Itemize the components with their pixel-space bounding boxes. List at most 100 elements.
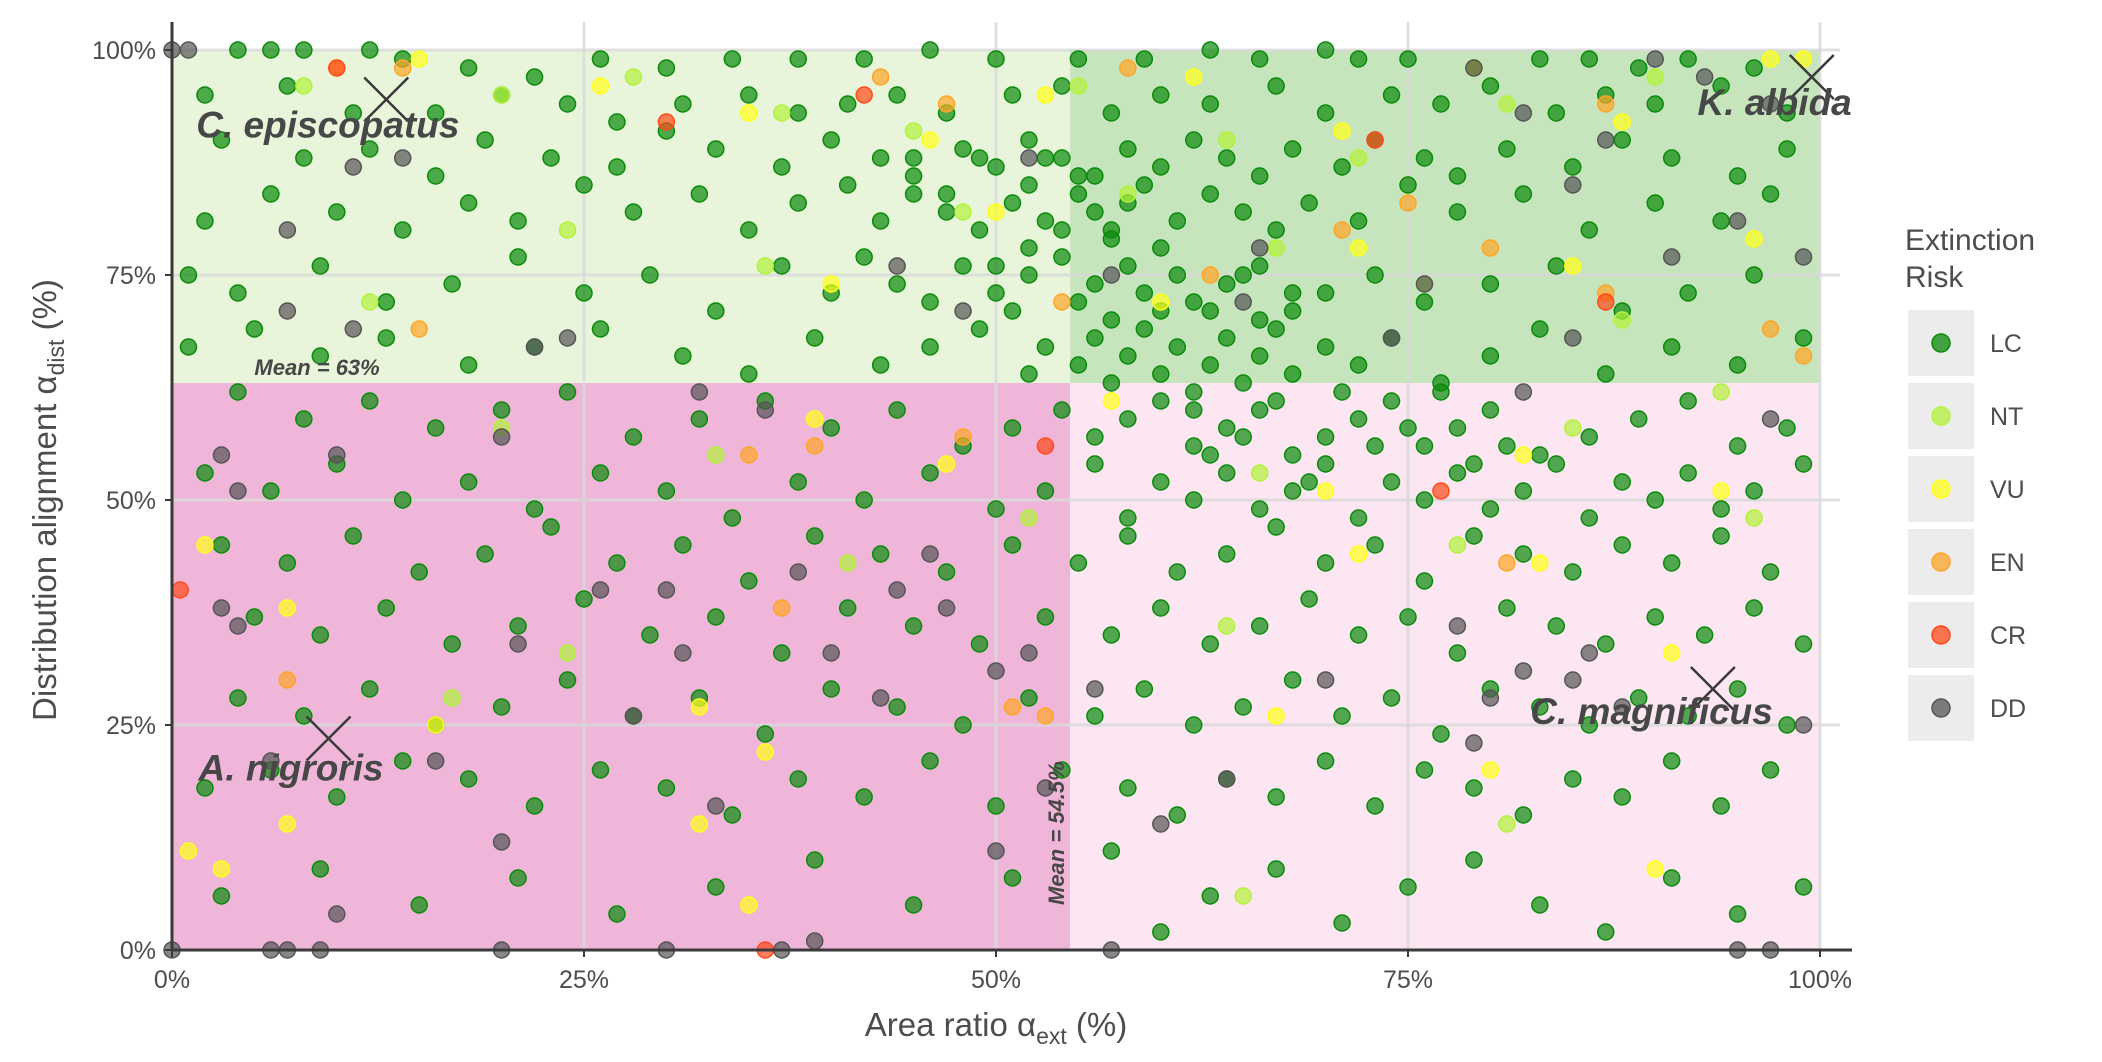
point-LC-290: [1316, 554, 1335, 572]
point-LC-317: [1300, 590, 1318, 608]
point-DD-2: [344, 158, 363, 176]
point-EN-9: [1053, 293, 1071, 311]
point-NT-24: [443, 689, 461, 707]
point-LC-328: [229, 689, 247, 707]
point-LC-371: [1168, 806, 1187, 824]
point-LC-411: [1366, 437, 1384, 455]
point-LC-258: [1349, 509, 1368, 527]
point-NT-6: [1217, 131, 1236, 149]
point-LC-58: [426, 167, 445, 185]
point-LC-359: [393, 752, 412, 770]
point-LC-414: [1465, 455, 1483, 473]
point-LC-65: [822, 131, 840, 149]
point-LC-114: [1201, 185, 1219, 203]
point-LC-293: [1465, 527, 1483, 545]
point-LC-209: [624, 428, 643, 446]
point-LC-17: [1250, 50, 1269, 68]
point-LC-230: [1531, 446, 1549, 464]
point-LC-78: [1283, 140, 1302, 158]
point-LC-72: [1086, 167, 1104, 185]
point-LC-63: [707, 140, 725, 158]
y-tick-label-2: 50%: [106, 487, 156, 515]
point-LC-158: [1415, 293, 1434, 311]
point-LC-234: [1728, 437, 1747, 455]
legend-key-CR: [1931, 625, 1951, 645]
point-LC-386: [410, 896, 428, 914]
point-LC-323: [1597, 635, 1615, 653]
point-LC-240: [459, 473, 478, 491]
point-LC-341: [1086, 707, 1104, 725]
point-LC-46: [1316, 104, 1335, 122]
point-LC-38: [888, 86, 906, 104]
point-LC-192: [1283, 365, 1302, 383]
point-NT-5: [1069, 77, 1088, 95]
point-LC-261: [1448, 464, 1467, 482]
point-EN-17: [773, 599, 791, 617]
data-points: [163, 41, 1813, 959]
point-LC-399: [1465, 851, 1483, 869]
point-LC-274: [344, 527, 363, 545]
highlight-x-2-b: [305, 715, 352, 762]
point-VU-27: [1267, 707, 1285, 725]
point-LC-305: [575, 590, 593, 608]
point-NT-8: [1498, 95, 1516, 113]
point-LC-137: [855, 248, 873, 266]
point-LC-280: [740, 572, 758, 590]
point-CR-7: [171, 581, 189, 599]
mean-x-label: Mean = 54.5%: [1044, 761, 1069, 905]
point-LC-201: [1728, 356, 1747, 374]
point-VU-4: [1036, 86, 1055, 104]
point-LC-172: [740, 365, 758, 383]
point-NT-0: [295, 77, 313, 95]
point-NT-3: [773, 104, 791, 122]
point-DD-36: [1514, 104, 1533, 122]
point-LC-162: [1679, 284, 1697, 302]
point-LC-35: [740, 86, 758, 104]
point-LC-421: [1102, 230, 1121, 248]
point-LC-149: [1135, 284, 1154, 302]
point-NT-11: [558, 221, 577, 239]
point-LC-104: [970, 221, 989, 239]
point-LC-130: [443, 275, 461, 293]
point-DD-24: [1036, 779, 1055, 797]
point-LC-220: [1185, 437, 1203, 455]
point-LC-237: [262, 482, 280, 500]
point-LC-393: [1102, 842, 1121, 860]
point-DD-23: [1020, 644, 1038, 662]
point-LC-235: [1778, 419, 1796, 437]
point-DD-3: [393, 149, 412, 167]
point-LC-378: [1514, 806, 1533, 824]
point-LC-417: [1283, 284, 1302, 302]
point-LC-138: [888, 275, 906, 293]
point-NT-9: [1646, 68, 1664, 86]
x-tick-label-4: 100%: [1788, 966, 1852, 994]
point-LC-15: [1135, 50, 1154, 68]
point-LC-95: [575, 176, 593, 194]
point-LC-327: [1794, 635, 1813, 653]
point-LC-265: [1580, 509, 1599, 527]
point-LC-33: [608, 113, 626, 131]
point-DD-51: [492, 833, 511, 851]
point-LC-426: [904, 149, 923, 167]
point-VU-25: [690, 698, 709, 716]
point-LC-47: [1382, 86, 1401, 104]
point-DD-11: [212, 446, 231, 464]
point-DD-74: [1152, 815, 1170, 833]
point-LC-395: [1201, 887, 1219, 905]
point-LC-87: [1728, 167, 1747, 185]
point-LC-176: [970, 320, 989, 338]
point-LC-355: [1778, 716, 1796, 734]
legend-key-NT: [1931, 406, 1951, 426]
point-LC-134: [707, 302, 725, 320]
point-LC-244: [723, 509, 742, 527]
point-NT-20: [1020, 509, 1038, 527]
point-VU-6: [1333, 122, 1351, 140]
point-LC-346: [1333, 707, 1351, 725]
point-LC-292: [1415, 572, 1434, 590]
point-LC-54: [1778, 104, 1796, 122]
point-DD-17: [789, 563, 807, 581]
point-LC-404: [1794, 878, 1813, 896]
point-LC-207: [492, 401, 511, 419]
y-axis-title: Distribution alignment αdist (%): [26, 279, 69, 721]
point-LC-291: [1366, 536, 1384, 554]
